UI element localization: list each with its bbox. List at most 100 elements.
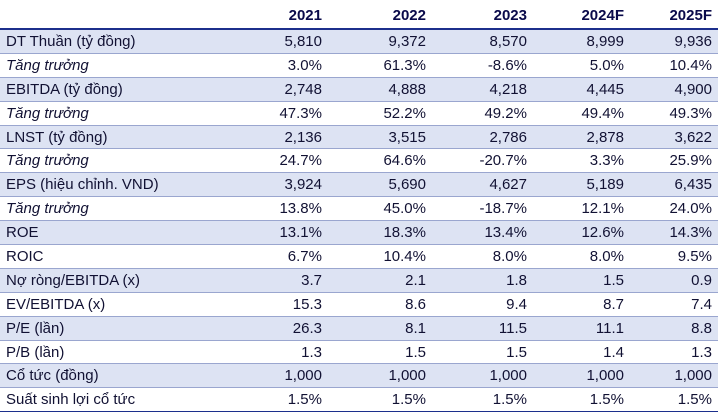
cell-value: 24.0% bbox=[630, 196, 718, 222]
table-row: EPS (hiệu chỉnh. VND) 3,924 5,690 4,627 5,18… bbox=[0, 172, 718, 198]
cell-value: 8.0% bbox=[533, 244, 630, 269]
table-row: EBITDA (tỷ đồng) 2,748 4,888 4,218 4,445 4,90… bbox=[0, 77, 718, 102]
cell-value: 24.7% bbox=[238, 148, 328, 174]
cell-value: 64.6% bbox=[328, 148, 432, 174]
cell-value: 1.5% bbox=[533, 387, 630, 412]
row-label: ROIC bbox=[0, 244, 238, 269]
cell-value: 8,570 bbox=[432, 29, 533, 54]
table-row: EV/EBITDA (x) 15.3 8.6 9.4 8.7 7.4 bbox=[0, 292, 718, 317]
row-label: ROE bbox=[0, 220, 238, 246]
cell-value: 12.1% bbox=[533, 196, 630, 222]
row-label: DT Thuần (tỷ đồng) bbox=[0, 29, 238, 54]
year-2024f: 2024F bbox=[533, 2, 630, 30]
year-2025f: 2025F bbox=[630, 2, 718, 30]
cell-value: 1.4 bbox=[533, 340, 630, 365]
cell-value: 61.3% bbox=[328, 53, 432, 78]
cell-value: 9.5% bbox=[630, 244, 718, 269]
cell-value: 49.2% bbox=[432, 101, 533, 126]
cell-value: 8,999 bbox=[533, 29, 630, 54]
header-label bbox=[0, 2, 238, 30]
cell-value: 6.7% bbox=[238, 244, 328, 269]
cell-value: 3.0% bbox=[238, 53, 328, 78]
cell-value: 9,372 bbox=[328, 29, 432, 54]
table-row: Tăng trưởng 24.7% 64.6% -20.7% 3.3% 25.9% bbox=[0, 148, 718, 174]
cell-value: 1,000 bbox=[432, 363, 533, 389]
cell-value: 4,218 bbox=[432, 77, 533, 102]
cell-value: 14.3% bbox=[630, 220, 718, 246]
cell-value: 49.4% bbox=[533, 101, 630, 126]
cell-value: 7.4 bbox=[630, 292, 718, 317]
cell-value: 2,878 bbox=[533, 125, 630, 150]
cell-value: 8.8 bbox=[630, 316, 718, 341]
cell-value: 4,627 bbox=[432, 172, 533, 198]
cell-value: 10.4% bbox=[630, 53, 718, 78]
cell-value: 12.6% bbox=[533, 220, 630, 246]
cell-value: 0.9 bbox=[630, 268, 718, 293]
cell-value: 11.5 bbox=[432, 316, 533, 341]
row-label: Cổ tức (đồng) bbox=[0, 363, 238, 389]
cell-value: 18.3% bbox=[328, 220, 432, 246]
row-label: EBITDA (tỷ đồng) bbox=[0, 77, 238, 102]
table-row: Suất sinh lợi cổ tức 1.5% 1.5% 1.5% 1.5% 1.5% bbox=[0, 387, 718, 412]
row-label: Tăng trưởng bbox=[0, 53, 238, 78]
cell-value: 8.6 bbox=[328, 292, 432, 317]
cell-value: 13.8% bbox=[238, 196, 328, 222]
cell-value: 4,900 bbox=[630, 77, 718, 102]
cell-value: 3,622 bbox=[630, 125, 718, 150]
table-row: Tăng trưởng 13.8% 45.0% -18.7% 12.1% 24.0% bbox=[0, 196, 718, 222]
cell-value: 1,000 bbox=[630, 363, 718, 389]
cell-value: -18.7% bbox=[432, 196, 533, 222]
cell-value: 26.3 bbox=[238, 316, 328, 341]
cell-value: 5,189 bbox=[533, 172, 630, 198]
cell-value: 11.1 bbox=[533, 316, 630, 341]
table-row: Cổ tức (đồng) 1,000 1,000 1,000 1,000 1,000 bbox=[0, 363, 718, 389]
table-row: P/B (lần) 1.3 1.5 1.5 1.4 1.3 bbox=[0, 340, 718, 365]
cell-value: 49.3% bbox=[630, 101, 718, 126]
row-label: EPS (hiệu chỉnh. VND) bbox=[0, 172, 238, 198]
cell-value: 1,000 bbox=[328, 363, 432, 389]
cell-value: 1,000 bbox=[533, 363, 630, 389]
cell-value: -8.6% bbox=[432, 53, 533, 78]
cell-value: 52.2% bbox=[328, 101, 432, 126]
cell-value: 2,136 bbox=[238, 125, 328, 150]
table-row: Nợ ròng/EBITDA (x) 3.7 2.1 1.8 1.5 0.9 bbox=[0, 268, 718, 293]
year-2022: 2022 bbox=[328, 2, 432, 30]
table-row: DT Thuần (tỷ đồng) 5,810 9,372 8,570 8,999 9,… bbox=[0, 29, 718, 54]
cell-value: 5,810 bbox=[238, 29, 328, 54]
year-2023: 2023 bbox=[432, 2, 533, 30]
row-label: P/E (lần) bbox=[0, 316, 238, 341]
header-row: 2021 2022 2023 2024F 2025F bbox=[0, 2, 718, 30]
cell-value: 9.4 bbox=[432, 292, 533, 317]
cell-value: 8.0% bbox=[432, 244, 533, 269]
cell-value: 1.3 bbox=[238, 340, 328, 365]
cell-value: 13.1% bbox=[238, 220, 328, 246]
cell-value: 1,000 bbox=[238, 363, 328, 389]
cell-value: 1.3 bbox=[630, 340, 718, 365]
cell-value: 47.3% bbox=[238, 101, 328, 126]
cell-value: 2.1 bbox=[328, 268, 432, 293]
cell-value: 8.7 bbox=[533, 292, 630, 317]
cell-value: 1.8 bbox=[432, 268, 533, 293]
table-row: Tăng trưởng 3.0% 61.3% -8.6% 5.0% 10.4% bbox=[0, 53, 718, 78]
cell-value: 3.7 bbox=[238, 268, 328, 293]
cell-value: 3.3% bbox=[533, 148, 630, 174]
cell-value: 25.9% bbox=[630, 148, 718, 174]
cell-value: 1.5% bbox=[630, 387, 718, 412]
cell-value: 4,445 bbox=[533, 77, 630, 102]
cell-value: 2,786 bbox=[432, 125, 533, 150]
year-2021: 2021 bbox=[238, 2, 328, 30]
cell-value: 45.0% bbox=[328, 196, 432, 222]
cell-value: 3,515 bbox=[328, 125, 432, 150]
cell-value: 2,748 bbox=[238, 77, 328, 102]
cell-value: 1.5 bbox=[328, 340, 432, 365]
cell-value: 1.5% bbox=[432, 387, 533, 412]
cell-value: 10.4% bbox=[328, 244, 432, 269]
table-row: LNST (tỷ đồng) 2,136 3,515 2,786 2,878 3,622 bbox=[0, 125, 718, 150]
cell-value: -20.7% bbox=[432, 148, 533, 174]
cell-value: 1.5% bbox=[328, 387, 432, 412]
row-label: Suất sinh lợi cổ tức bbox=[0, 387, 238, 412]
cell-value: 3,924 bbox=[238, 172, 328, 198]
row-label: Tăng trưởng bbox=[0, 196, 238, 222]
table-header: 2021 2022 2023 2024F 2025F bbox=[0, 2, 718, 30]
